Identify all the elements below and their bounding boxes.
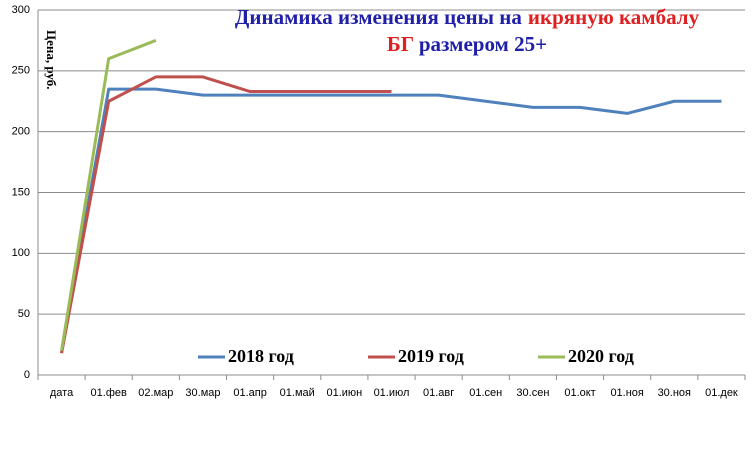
y-axis-label: Цена, руб. [44,30,59,90]
title-part: БГ [387,32,414,56]
legend-label: 2018 год [228,346,294,366]
y-tick-label: 200 [12,126,30,138]
y-tick-label: 250 [12,65,30,77]
x-tick-label: 01.фев [91,387,127,399]
x-tick-label: 30.ноя [658,387,691,399]
x-tick-label: 01.июл [374,387,410,399]
title-part: Динамика изменения цены на [235,5,522,29]
legend-label: 2020 год [568,346,634,366]
y-tick-label: 150 [12,186,30,198]
series-line [60,87,722,354]
x-tick-label: 01.июн [326,387,362,399]
chart-title: БГ размером 25+ [387,32,547,56]
x-tick-label: 30.сен [516,387,549,399]
y-tick-label: 0 [24,369,30,381]
x-tick-label: 01.дек [705,387,738,399]
x-tick-label: 01.апр [233,387,266,399]
legend-label: 2019 год [398,346,464,366]
x-tick-label: 30.мар [185,387,220,399]
title-part: икряную камбалу [528,5,700,29]
series-line [60,39,157,351]
y-tick-label: 300 [12,4,30,16]
y-tick-label: 100 [12,247,30,259]
x-tick-label: 02.мар [138,387,173,399]
x-tick-label: дата [50,387,74,399]
x-tick-label: 01.авг [423,387,454,399]
x-tick-label: 01.сен [469,387,502,399]
x-tick-label: 01.май [280,387,315,399]
x-tick-label: 01.окт [564,387,595,399]
x-tick-label: 01.ноя [610,387,643,399]
chart-title: Динамика изменения цены на икряную камбал… [235,5,700,29]
title-part: размером 25+ [419,32,547,56]
series-line [60,75,392,354]
y-tick-label: 50 [18,308,30,320]
